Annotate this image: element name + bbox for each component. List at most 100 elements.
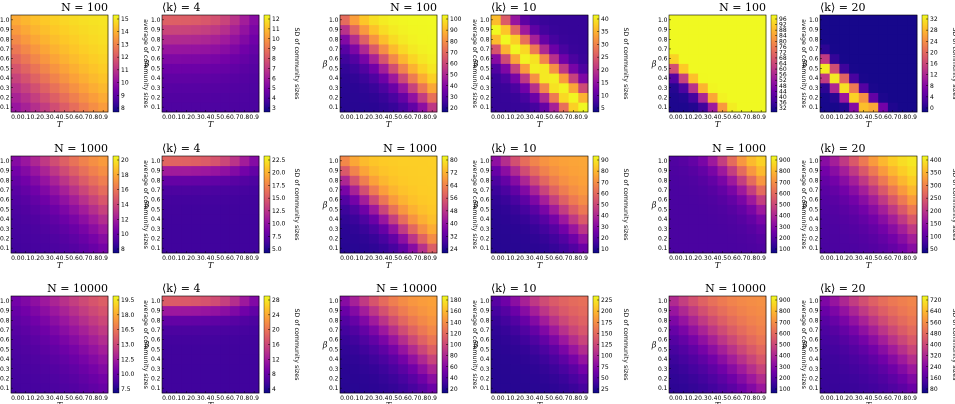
heatmap-cell [78, 102, 89, 113]
heatmap-cell [678, 223, 689, 234]
heatmap-cell [907, 53, 918, 64]
heatmap-cell [88, 383, 99, 394]
x-tick-label: 0.2 [688, 395, 698, 402]
y-tick-label: 0.5 [809, 346, 819, 353]
colorbar-tick-label: 8 [121, 105, 125, 112]
x-tick-label: 0.7 [888, 255, 898, 262]
heatmap-cell [669, 315, 680, 326]
heatmap-cell [417, 156, 428, 167]
heatmap-cell [340, 82, 351, 93]
y-tick-label: 0.7 [0, 327, 10, 334]
heatmap-cell [340, 214, 351, 225]
heatmap-cell [249, 175, 260, 186]
heatmap-cell [40, 243, 51, 254]
heatmap-cell [878, 34, 889, 45]
x-tick-label: 0.8 [89, 255, 99, 262]
heatmap-cell [707, 305, 718, 316]
heatmap-cell [359, 185, 370, 196]
y-axis-label: β [651, 201, 657, 210]
heatmap-cell [858, 204, 869, 215]
y-tick-label: 0.5 [329, 346, 339, 353]
x-axis-label: T [386, 261, 392, 270]
heatmap-cell [829, 82, 840, 93]
heatmap-cell [678, 102, 689, 113]
heatmap-cell [349, 185, 360, 196]
heatmap-cell [340, 223, 351, 234]
heatmap-cell [181, 194, 192, 205]
heatmap-cell [698, 34, 709, 45]
y-tick-label: 0.9 [151, 168, 161, 175]
heatmap-cell [510, 243, 521, 254]
heatmap-cell [359, 194, 370, 205]
heatmap-cell [868, 15, 879, 26]
heatmap-cell [359, 305, 370, 316]
heatmap-cell [162, 243, 173, 254]
heatmap-cell [669, 363, 680, 374]
heatmap-cell [30, 63, 41, 74]
heatmap-cell [578, 82, 589, 93]
heatmap-cell [707, 373, 718, 384]
heatmap-cell [398, 334, 409, 345]
heatmap-cell [549, 185, 560, 196]
heatmap-cell [359, 296, 370, 307]
y-tick-label: 0.9 [809, 308, 819, 315]
heatmap-cell [210, 305, 221, 316]
heatmap-cell [191, 363, 202, 374]
x-tick-label: 0.8 [747, 255, 757, 262]
heatmap-cell [427, 243, 438, 254]
heatmap-cell [849, 34, 860, 45]
heatmap-cell [191, 354, 202, 365]
heatmap-cell [210, 296, 221, 307]
y-tick-label: 0.3 [0, 366, 10, 373]
colorbar-tick-label: 300 [779, 224, 791, 231]
heatmap-cell [558, 373, 569, 384]
heatmap-cell [369, 34, 380, 45]
heatmap-cell [407, 185, 418, 196]
heatmap-cell [407, 325, 418, 336]
heatmap-cell [181, 73, 192, 84]
heatmap-cell [11, 204, 22, 215]
heatmap-cell [549, 305, 560, 316]
x-tick-label: 0.1 [830, 114, 840, 121]
heatmap-cell [688, 243, 699, 254]
heatmap-cell [417, 34, 428, 45]
heatmap-cell [98, 354, 109, 365]
colorbar-tick-label: 10 [121, 80, 129, 87]
y-tick-label: 0.4 [151, 75, 161, 82]
x-tick-label: 0.7 [737, 255, 747, 262]
heatmap-cell [500, 102, 511, 113]
x-tick-label: 0.0 [820, 255, 830, 262]
heatmap-cell [191, 82, 202, 93]
heatmap-cell [427, 156, 438, 167]
colorbar-tick-label: 100 [450, 342, 462, 349]
heatmap-cell [849, 92, 860, 103]
heatmap-cell [398, 344, 409, 355]
x-tick-label: 0.8 [747, 395, 757, 402]
heatmap-cell [520, 165, 531, 176]
heatmap-cell [30, 53, 41, 64]
heatmap-cell [520, 24, 531, 35]
heatmap-cell [249, 165, 260, 176]
heatmap-cell [669, 102, 680, 113]
heatmap-cell [887, 305, 898, 316]
heatmap-cell [568, 24, 579, 35]
heatmap-cell [878, 334, 889, 345]
heatmap-cell [30, 296, 41, 307]
heatmap-cell [359, 334, 370, 345]
y-tick-label: 0.1 [658, 385, 668, 392]
heatmap-cell [49, 373, 60, 384]
heatmap-cell [40, 363, 51, 374]
colorbar-tick-label: 35 [601, 29, 609, 36]
colorbar-tick-label: 80 [601, 168, 609, 175]
heatmap-cell [578, 305, 589, 316]
colorbar-tick-label: 16 [930, 61, 938, 68]
heatmap-cell [549, 296, 560, 307]
heatmap-cell [200, 233, 211, 244]
x-tick-label: 0.6 [727, 114, 737, 121]
heatmap-cell [369, 363, 380, 374]
heatmap-cell [349, 325, 360, 336]
heatmap-cell [88, 156, 99, 167]
heatmap-cell [887, 185, 898, 196]
x-tick-label: 0.6 [69, 114, 79, 121]
y-tick-label: 0.4 [480, 356, 490, 363]
